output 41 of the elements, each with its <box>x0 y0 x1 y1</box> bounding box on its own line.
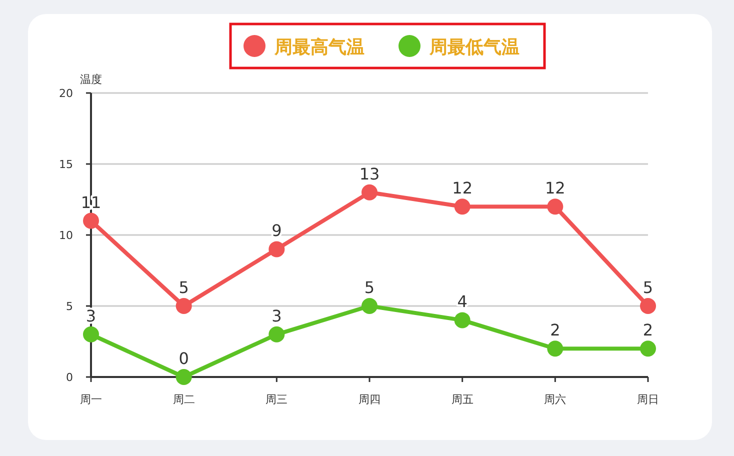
y-tick-label: 0 <box>66 371 73 384</box>
x-tick-label: 周六 <box>544 393 566 406</box>
point <box>268 326 285 342</box>
data-label: 5 <box>364 278 375 297</box>
data-label: 3 <box>272 306 282 326</box>
data-label: 2 <box>642 320 654 340</box>
x-tick-label: 周一 <box>80 393 102 406</box>
y-axis-title: 温度 <box>80 73 102 86</box>
point <box>640 340 656 357</box>
legend-label: 周最高气温 <box>274 37 364 58</box>
y-tick-label: 10 <box>59 229 73 242</box>
point <box>362 184 378 200</box>
y-tick-label: 15 <box>59 158 73 171</box>
data-label: 0 <box>178 349 189 368</box>
data-label: 12 <box>452 178 473 198</box>
data-label: 4 <box>457 292 468 312</box>
point <box>640 298 656 314</box>
point <box>454 312 470 328</box>
point <box>176 369 192 385</box>
point <box>547 198 564 215</box>
point <box>547 340 564 357</box>
legend-label: 周最低气温 <box>428 37 520 58</box>
x-tick-label: 周四 <box>358 393 380 406</box>
y-tick-label: 20 <box>59 87 73 100</box>
data-label: 5 <box>178 278 189 297</box>
point <box>176 298 192 314</box>
data-label: 2 <box>550 320 560 340</box>
x-tick-label: 周五 <box>451 393 474 406</box>
point <box>268 241 285 258</box>
point <box>83 212 99 229</box>
data-label: 13 <box>359 164 380 184</box>
point <box>454 198 470 215</box>
point <box>83 326 99 342</box>
point <box>362 298 378 314</box>
data-label: 5 <box>642 278 654 297</box>
x-tick-label: 周日 <box>637 393 659 406</box>
y-tick-label: 5 <box>66 300 73 313</box>
data-label: 9 <box>272 221 282 240</box>
data-label: 12 <box>544 178 566 198</box>
x-tick-label: 周三 <box>266 393 288 406</box>
x-tick-label: 周二 <box>172 393 195 406</box>
